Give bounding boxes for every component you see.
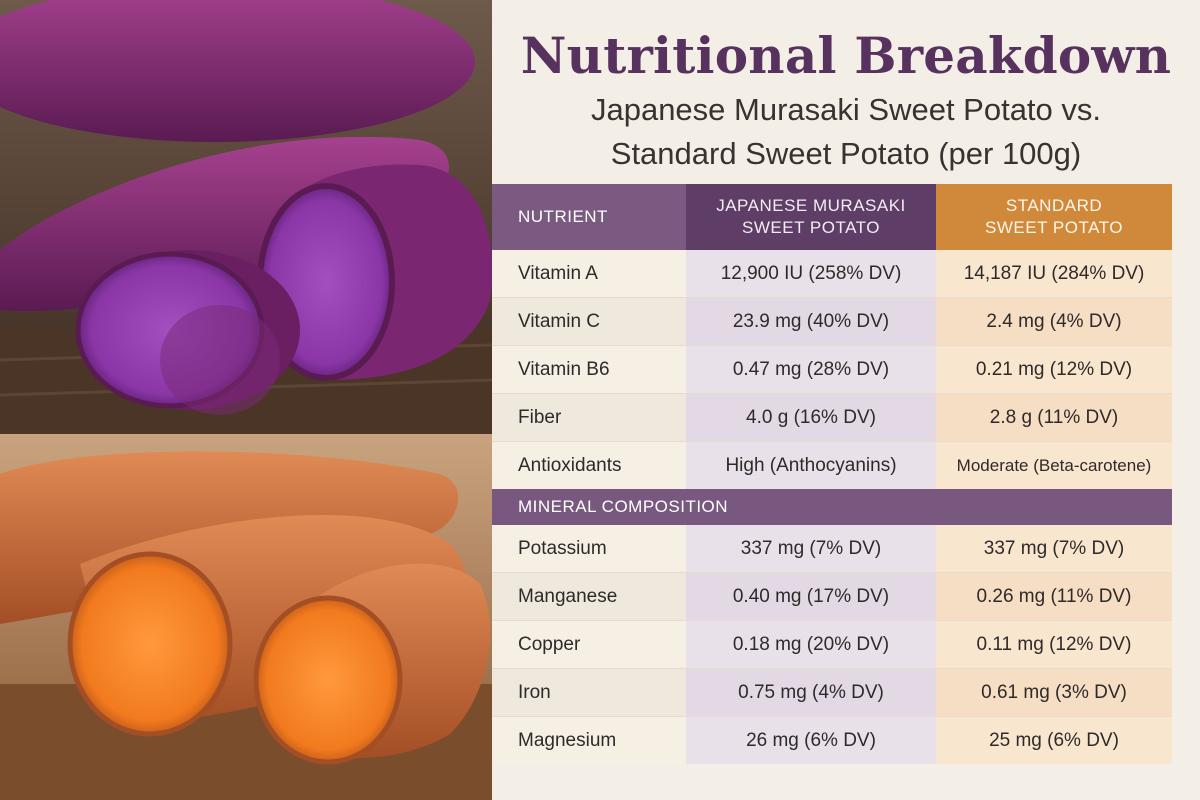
- table-row: Potassium 337 mg (7% DV) 337 mg (7% DV): [492, 525, 1172, 573]
- standard-value: Moderate (Beta-carotene): [936, 442, 1172, 489]
- table-row: Magnesium 26 mg (6% DV) 25 mg (6% DV): [492, 717, 1172, 764]
- standard-value: 0.26 mg (11% DV): [936, 573, 1172, 620]
- murasaki-value: 12,900 IU (258% DV): [686, 250, 936, 297]
- nutrient-name: Potassium: [492, 525, 686, 572]
- section-mineral-composition: MINERAL COMPOSITION: [492, 489, 1172, 525]
- subtitle-line-1: Japanese Murasaki Sweet Potato vs.: [590, 92, 1102, 127]
- header-standard: STANDARD SWEET POTATO: [936, 184, 1172, 250]
- table-row: Vitamin A 12,900 IU (258% DV) 14,187 IU …: [492, 250, 1172, 298]
- standard-value: 2.8 g (11% DV): [936, 394, 1172, 441]
- header-murasaki-line-2: SWEET POTATO: [742, 218, 880, 237]
- standard-value: 337 mg (7% DV): [936, 525, 1172, 572]
- murasaki-value: High (Anthocyanins): [686, 442, 936, 489]
- standard-value: 14,187 IU (284% DV): [936, 250, 1172, 297]
- nutrient-name: Manganese: [492, 573, 686, 620]
- nutrition-table: NUTRIENT JAPANESE MURASAKI SWEET POTATO …: [492, 184, 1172, 764]
- standard-value: 0.61 mg (3% DV): [936, 669, 1172, 716]
- standard-value: 25 mg (6% DV): [936, 717, 1172, 764]
- standard-potato-photo: [0, 434, 492, 800]
- nutrient-name: Iron: [492, 669, 686, 716]
- standard-value: 2.4 mg (4% DV): [936, 298, 1172, 345]
- murasaki-value: 337 mg (7% DV): [686, 525, 936, 572]
- header-murasaki-line-1: JAPANESE MURASAKI: [716, 196, 906, 215]
- murasaki-value: 0.18 mg (20% DV): [686, 621, 936, 668]
- table-header-row: NUTRIENT JAPANESE MURASAKI SWEET POTATO …: [492, 184, 1172, 250]
- murasaki-value: 4.0 g (16% DV): [686, 394, 936, 441]
- standard-value: 0.11 mg (12% DV): [936, 621, 1172, 668]
- page-title: Nutritional Breakdown: [520, 26, 1172, 85]
- header-murasaki: JAPANESE MURASAKI SWEET POTATO: [686, 184, 936, 250]
- murasaki-value: 23.9 mg (40% DV): [686, 298, 936, 345]
- murasaki-potato-photo: [0, 0, 492, 434]
- nutrient-name: Antioxidants: [492, 442, 686, 489]
- table-row: Manganese 0.40 mg (17% DV) 0.26 mg (11% …: [492, 573, 1172, 621]
- header-standard-line-2: SWEET POTATO: [985, 218, 1123, 237]
- murasaki-value: 0.47 mg (28% DV): [686, 346, 936, 393]
- nutrient-name: Vitamin C: [492, 298, 686, 345]
- standard-potato-illustration: [0, 434, 492, 800]
- nutrition-panel: Nutritional Breakdown Japanese Murasaki …: [492, 0, 1200, 800]
- nutrient-name: Vitamin B6: [492, 346, 686, 393]
- header-standard-line-1: STANDARD: [1005, 196, 1103, 215]
- murasaki-value: 0.75 mg (4% DV): [686, 669, 936, 716]
- standard-value: 0.21 mg (12% DV): [936, 346, 1172, 393]
- table-row: Iron 0.75 mg (4% DV) 0.61 mg (3% DV): [492, 669, 1172, 717]
- header-nutrient: NUTRIENT: [492, 184, 686, 250]
- table-row: Copper 0.18 mg (20% DV) 0.11 mg (12% DV): [492, 621, 1172, 669]
- table-row: Vitamin C 23.9 mg (40% DV) 2.4 mg (4% DV…: [492, 298, 1172, 346]
- nutrient-name: Copper: [492, 621, 686, 668]
- table-row: Fiber 4.0 g (16% DV) 2.8 g (11% DV): [492, 394, 1172, 442]
- murasaki-potato-illustration: [0, 0, 492, 434]
- table-row: Vitamin B6 0.47 mg (28% DV) 0.21 mg (12%…: [492, 346, 1172, 394]
- murasaki-value: 0.40 mg (17% DV): [686, 573, 936, 620]
- table-row: Antioxidants High (Anthocyanins) Moderat…: [492, 442, 1172, 489]
- nutrient-name: Vitamin A: [492, 250, 686, 297]
- nutrient-name: Magnesium: [492, 717, 686, 764]
- nutrient-name: Fiber: [492, 394, 686, 441]
- subtitle-line-2: Standard Sweet Potato (per 100g): [610, 136, 1082, 171]
- murasaki-value: 26 mg (6% DV): [686, 717, 936, 764]
